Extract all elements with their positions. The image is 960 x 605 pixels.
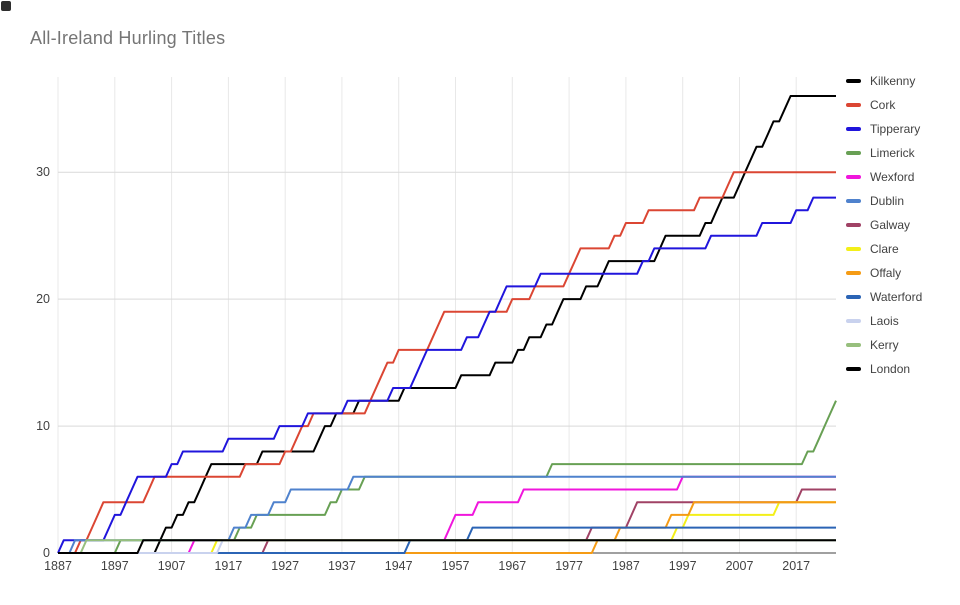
legend-item-dublin: Dublin: [846, 194, 922, 208]
legend-label: Limerick: [870, 146, 915, 160]
legend-swatch-waterford: [846, 295, 861, 299]
legend-label: Tipperary: [870, 122, 921, 136]
series-line-tipperary: [57, 196, 836, 554]
y-tick-label: 10: [36, 419, 50, 433]
legend-label: Dublin: [870, 194, 905, 208]
x-tick-label: 1907: [158, 559, 186, 573]
legend-label: Cork: [870, 98, 896, 112]
x-tick-label: 1897: [101, 559, 129, 573]
legend-swatch-wexford: [846, 175, 861, 179]
legend-swatch-london: [846, 367, 861, 371]
x-tick-label: 1937: [328, 559, 356, 573]
legend-swatch-offaly: [846, 271, 861, 275]
legend-item-waterford: Waterford: [846, 290, 922, 304]
legend-item-clare: Clare: [846, 242, 922, 256]
legend-item-offaly: Offaly: [846, 266, 922, 280]
legend-swatch-kerry: [846, 343, 861, 347]
legend-swatch-galway: [846, 223, 861, 227]
legend-swatch-clare: [846, 247, 861, 251]
series-line-london: [58, 539, 836, 554]
x-tick-label: 1957: [442, 559, 470, 573]
x-tick-label: 1947: [385, 559, 413, 573]
legend-item-cork: Cork: [846, 98, 922, 112]
legend-label: Offaly: [870, 266, 902, 280]
legend-label: Laois: [870, 314, 899, 328]
legend-label: Clare: [870, 242, 899, 256]
legend-item-tipperary: Tipperary: [846, 122, 922, 136]
legend-item-limerick: Limerick: [846, 146, 922, 160]
legend-item-galway: Galway: [846, 218, 922, 232]
y-tick-label: 0: [43, 546, 50, 560]
x-tick-label: 2007: [726, 559, 754, 573]
legend-label: London: [870, 362, 911, 376]
legend-swatch-dublin: [846, 199, 861, 203]
x-tick-label: 1987: [612, 559, 640, 573]
series-line-cork: [58, 171, 836, 554]
y-tick-label: 20: [36, 292, 50, 306]
x-tick-label: 1977: [555, 559, 583, 573]
legend-swatch-laois: [846, 319, 861, 323]
legend-label: Waterford: [870, 290, 923, 304]
legend-item-kilkenny: Kilkenny: [846, 74, 922, 88]
legend-swatch-limerick: [846, 151, 861, 155]
legend-item-kerry: Kerry: [846, 338, 922, 352]
series-line-laois: [58, 539, 836, 554]
x-tick-label: 2017: [782, 559, 810, 573]
legend-label: Kilkenny: [870, 74, 916, 88]
legend-swatch-kilkenny: [846, 79, 861, 83]
chart-legend: Kilkenny Cork Tipperary Limerick Wexford Dubl…: [846, 74, 922, 386]
legend-item-laois: Laois: [846, 314, 922, 328]
legend-label: Wexford: [870, 170, 915, 184]
corner-artifact: [1, 1, 11, 11]
y-tick-label: 30: [36, 165, 50, 179]
x-tick-label: 1917: [214, 559, 242, 573]
series-line-kilkenny: [58, 95, 836, 554]
legend-label: Galway: [870, 218, 911, 232]
x-tick-label: 1967: [498, 559, 526, 573]
legend-swatch-tipperary: [846, 127, 861, 131]
legend-swatch-cork: [846, 103, 861, 107]
x-tick-label: 1927: [271, 559, 299, 573]
legend-item-london: London: [846, 362, 922, 376]
legend-label: Kerry: [870, 338, 899, 352]
x-tick-label: 1997: [669, 559, 697, 573]
chart-title: All-Ireland Hurling Titles: [30, 28, 226, 48]
x-tick-label: 1887: [44, 559, 72, 573]
series-line-kerry: [58, 539, 836, 554]
legend-item-wexford: Wexford: [846, 170, 922, 184]
